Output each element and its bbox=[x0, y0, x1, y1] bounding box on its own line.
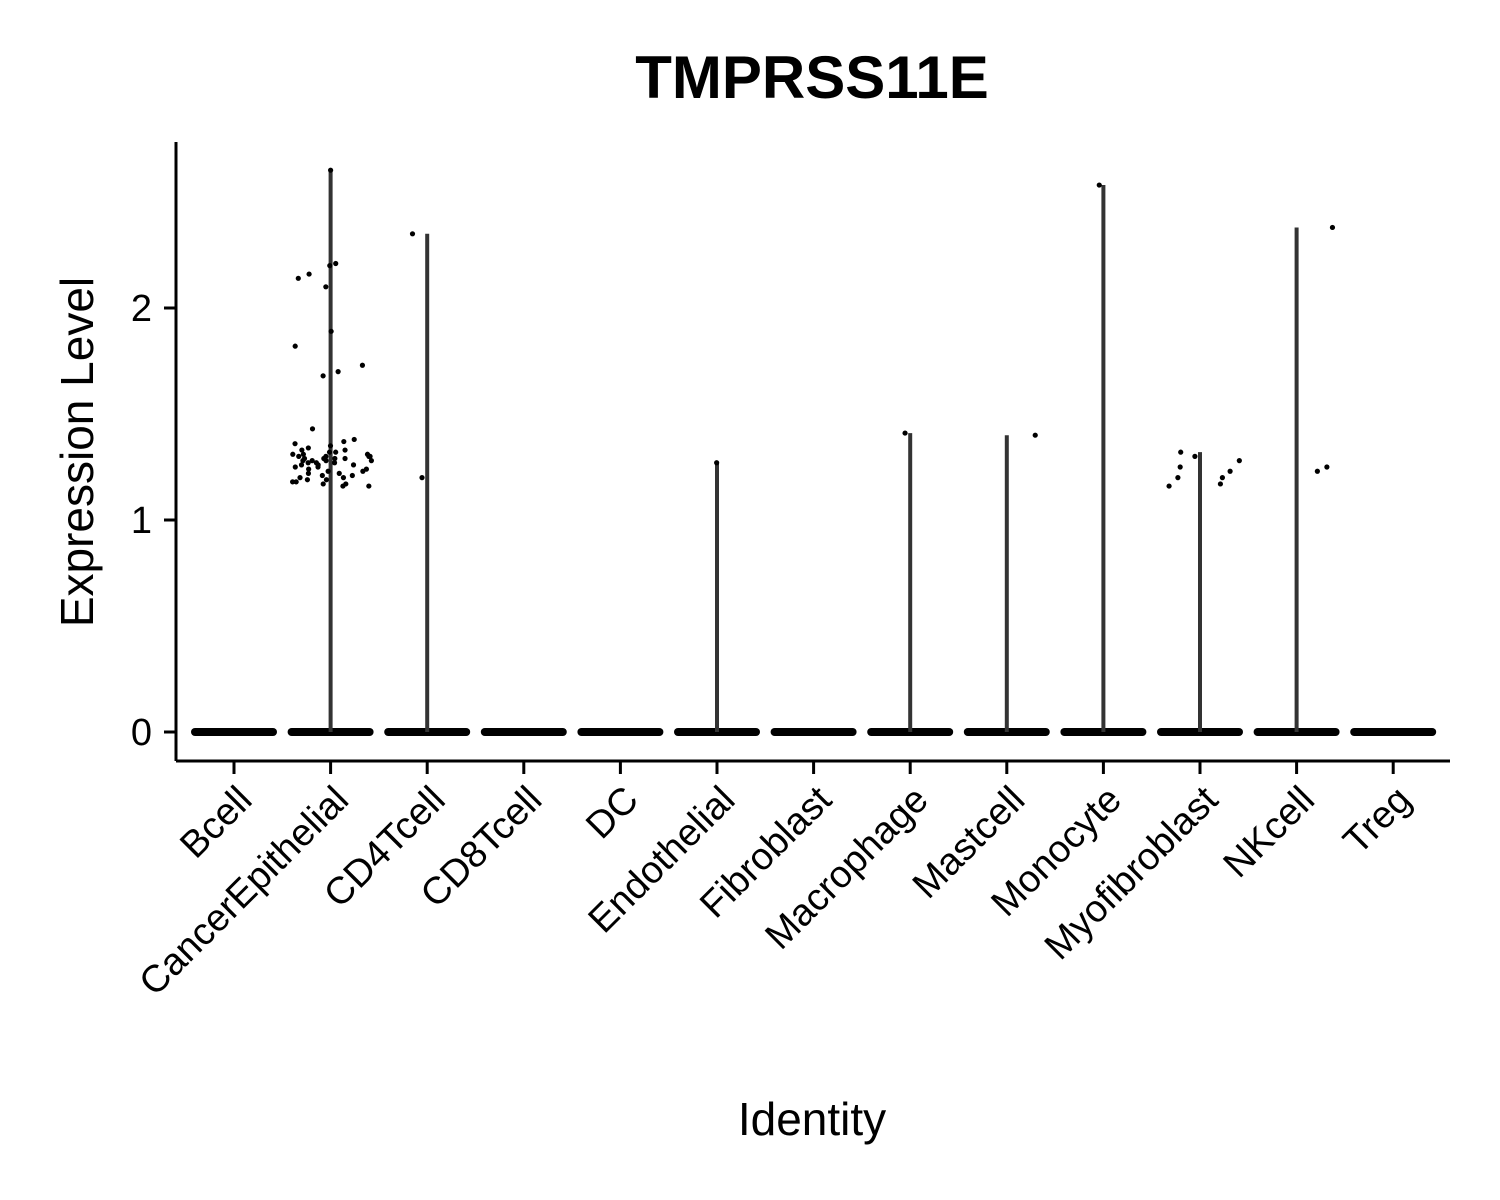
data-point bbox=[351, 436, 357, 443]
data-point bbox=[292, 343, 298, 349]
data-point bbox=[360, 468, 366, 474]
data-point bbox=[293, 479, 299, 485]
data-point bbox=[1219, 475, 1225, 481]
data-point bbox=[292, 441, 298, 447]
data-point bbox=[327, 443, 334, 449]
data-point bbox=[1314, 468, 1320, 474]
violin-base bbox=[1350, 728, 1437, 736]
data-point bbox=[1166, 483, 1172, 489]
data-point bbox=[320, 481, 326, 487]
data-point bbox=[1227, 468, 1233, 474]
data-point bbox=[333, 449, 339, 455]
y-tick-label: 1 bbox=[131, 500, 152, 542]
data-point bbox=[297, 475, 303, 481]
data-point bbox=[305, 470, 312, 476]
data-point bbox=[1324, 464, 1330, 470]
x-axis-title: Identity bbox=[738, 1093, 886, 1145]
data-point bbox=[300, 451, 307, 457]
data-point bbox=[309, 458, 315, 464]
data-point bbox=[300, 458, 306, 464]
data-point bbox=[296, 453, 302, 459]
data-point bbox=[326, 449, 333, 455]
data-point bbox=[341, 438, 347, 445]
data-point bbox=[342, 447, 348, 453]
chart-title: TMPRSS11E bbox=[635, 44, 988, 111]
data-point bbox=[366, 483, 372, 489]
data-point bbox=[1032, 432, 1038, 438]
data-point bbox=[298, 462, 305, 468]
data-point bbox=[305, 460, 311, 466]
data-point bbox=[304, 477, 311, 483]
data-point bbox=[328, 167, 334, 173]
data-point bbox=[336, 470, 342, 476]
data-point bbox=[1096, 182, 1102, 188]
data-point bbox=[323, 284, 329, 290]
data-point bbox=[305, 445, 311, 451]
violin-base bbox=[770, 728, 857, 736]
violin-base bbox=[191, 728, 277, 736]
data-point bbox=[320, 373, 326, 379]
data-point bbox=[299, 447, 305, 453]
data-point bbox=[1217, 481, 1224, 487]
data-point bbox=[714, 460, 720, 466]
data-point bbox=[1329, 224, 1336, 231]
data-point bbox=[902, 430, 908, 436]
data-point bbox=[335, 369, 341, 375]
data-point bbox=[325, 468, 331, 474]
data-point bbox=[419, 475, 425, 481]
data-point bbox=[323, 458, 329, 464]
data-point bbox=[332, 455, 338, 462]
data-point bbox=[306, 271, 312, 277]
data-point bbox=[349, 472, 355, 479]
data-point bbox=[331, 460, 338, 466]
data-point bbox=[340, 475, 347, 481]
data-point bbox=[333, 260, 339, 267]
jitter-points-layer bbox=[290, 167, 1336, 489]
x-tick-label: Bcell bbox=[172, 779, 260, 867]
x-tick-label: DC bbox=[578, 779, 647, 848]
data-point bbox=[306, 466, 312, 472]
violin-base bbox=[480, 728, 567, 736]
data-point bbox=[340, 483, 346, 489]
x-tick-label: Treg bbox=[1336, 779, 1420, 863]
data-point bbox=[350, 462, 357, 468]
data-point bbox=[1175, 475, 1181, 481]
data-point bbox=[328, 328, 334, 334]
x-tick-label: NKcell bbox=[1216, 779, 1323, 886]
y-tick-label: 0 bbox=[131, 712, 152, 754]
data-point bbox=[409, 231, 416, 237]
violin-layer bbox=[191, 170, 1437, 736]
data-point bbox=[295, 275, 301, 281]
data-point bbox=[290, 479, 296, 485]
data-point bbox=[290, 451, 296, 457]
data-point bbox=[1177, 464, 1183, 470]
data-point bbox=[315, 464, 321, 470]
data-point bbox=[1178, 449, 1184, 455]
data-point bbox=[359, 362, 366, 368]
data-point bbox=[327, 263, 333, 269]
violin-base bbox=[577, 728, 664, 736]
y-tick-label: 2 bbox=[131, 288, 152, 330]
data-point bbox=[342, 455, 348, 462]
data-point bbox=[1236, 458, 1242, 464]
data-point bbox=[323, 477, 330, 483]
data-point bbox=[1192, 453, 1198, 459]
data-point bbox=[309, 426, 316, 432]
data-point bbox=[292, 464, 298, 470]
data-point bbox=[368, 458, 374, 464]
y-axis-ticks: 0 1 2 bbox=[131, 288, 176, 754]
data-point bbox=[319, 472, 325, 479]
y-axis-title: Expression Level bbox=[51, 277, 103, 627]
data-point bbox=[366, 453, 372, 459]
x-tick-label: Myofibroblast bbox=[1037, 778, 1227, 968]
